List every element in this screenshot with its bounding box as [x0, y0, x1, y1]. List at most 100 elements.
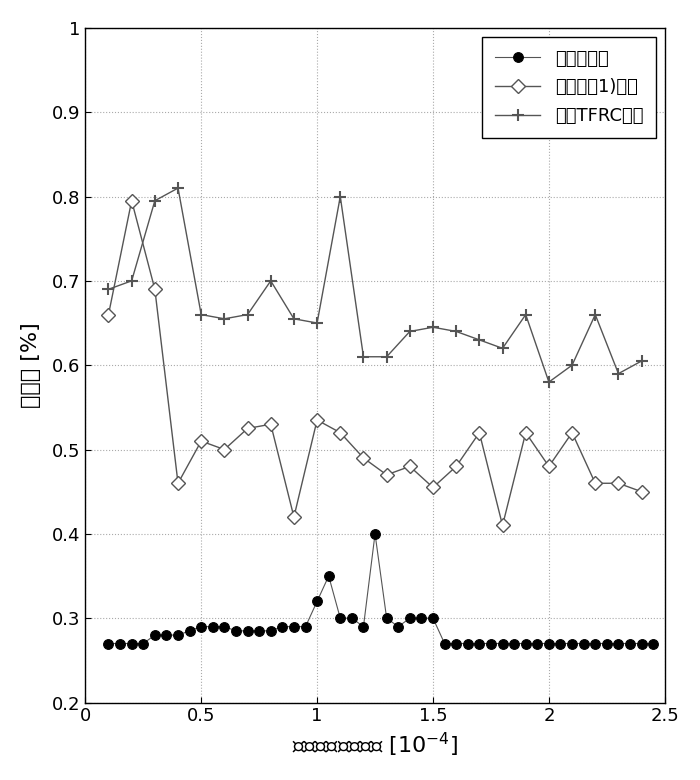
Y-axis label: 丢包率 [%]: 丢包率 [%]: [21, 322, 41, 408]
本发明方法: [452, 639, 461, 648]
Legend: 本发明方法, 现有技术1)方法, 原始TFRC方法: 本发明方法, 现有技术1)方法, 原始TFRC方法: [482, 37, 656, 138]
本发明方法: [150, 630, 159, 640]
本发明方法: [614, 639, 622, 648]
原始TFRC方法: [568, 360, 576, 370]
原始TFRC方法: [405, 327, 414, 336]
本发明方法: [638, 639, 646, 648]
原始TFRC方法: [104, 285, 113, 294]
本发明方法: [591, 639, 599, 648]
原始TFRC方法: [591, 310, 599, 319]
本发明方法: [267, 626, 275, 636]
本发明方法: [278, 622, 286, 631]
原始TFRC方法: [614, 369, 622, 378]
本发明方法: [475, 639, 484, 648]
现有技术1)方法: [244, 424, 252, 433]
现有技术1)方法: [127, 196, 136, 205]
本发明方法: [429, 614, 438, 623]
原始TFRC方法: [197, 310, 205, 319]
现有技术1)方法: [475, 428, 484, 438]
本发明方法: [533, 639, 542, 648]
本发明方法: [568, 639, 576, 648]
现有技术1)方法: [614, 479, 622, 488]
本发明方法: [371, 529, 379, 538]
本发明方法: [116, 639, 125, 648]
原始TFRC方法: [638, 356, 646, 366]
现有技术1)方法: [150, 285, 159, 294]
现有技术1)方法: [313, 415, 321, 424]
原始TFRC方法: [127, 276, 136, 285]
原始TFRC方法: [545, 378, 553, 387]
本发明方法: [405, 614, 414, 623]
现有技术1)方法: [174, 479, 182, 488]
本发明方法: [325, 572, 333, 581]
本发明方法: [382, 614, 391, 623]
现有技术1)方法: [638, 487, 646, 496]
原始TFRC方法: [313, 318, 321, 328]
本发明方法: [486, 639, 495, 648]
本发明方法: [186, 626, 194, 636]
现有技术1)方法: [568, 428, 576, 438]
本发明方法: [626, 639, 634, 648]
本发明方法: [127, 639, 136, 648]
本发明方法: [394, 622, 402, 631]
本发明方法: [440, 639, 449, 648]
现有技术1)方法: [197, 437, 205, 446]
本发明方法: [255, 626, 263, 636]
本发明方法: [522, 639, 530, 648]
原始TFRC方法: [359, 352, 368, 361]
本发明方法: [290, 622, 298, 631]
原始TFRC方法: [244, 310, 252, 319]
现有技术1)方法: [382, 470, 391, 480]
本发明方法: [220, 622, 229, 631]
本发明方法: [232, 626, 240, 636]
原始TFRC方法: [498, 344, 507, 353]
现有技术1)方法: [220, 445, 229, 454]
Line: 本发明方法: 本发明方法: [104, 529, 658, 648]
原始TFRC方法: [220, 314, 229, 324]
Line: 原始TFRC方法: 原始TFRC方法: [102, 182, 648, 388]
现有技术1)方法: [429, 483, 438, 492]
X-axis label: 无线平均误字节率 [10$^{-4}$]: 无线平均误字节率 [10$^{-4}$]: [292, 731, 458, 759]
现有技术1)方法: [498, 521, 507, 530]
本发明方法: [301, 622, 309, 631]
现有技术1)方法: [267, 420, 275, 429]
本发明方法: [336, 614, 344, 623]
本发明方法: [139, 639, 148, 648]
原始TFRC方法: [336, 192, 344, 201]
现有技术1)方法: [545, 462, 553, 471]
本发明方法: [545, 639, 553, 648]
原始TFRC方法: [290, 314, 298, 324]
本发明方法: [209, 622, 217, 631]
现有技术1)方法: [104, 310, 113, 319]
原始TFRC方法: [452, 327, 461, 336]
本发明方法: [498, 639, 507, 648]
现有技术1)方法: [522, 428, 530, 438]
现有技术1)方法: [452, 462, 461, 471]
本发明方法: [556, 639, 565, 648]
本发明方法: [417, 614, 426, 623]
本发明方法: [359, 622, 368, 631]
本发明方法: [104, 639, 113, 648]
本发明方法: [649, 639, 657, 648]
现有技术1)方法: [591, 479, 599, 488]
Line: 现有技术1)方法: 现有技术1)方法: [104, 196, 647, 530]
原始TFRC方法: [150, 196, 159, 205]
本发明方法: [313, 597, 321, 606]
现有技术1)方法: [359, 453, 368, 463]
本发明方法: [603, 639, 611, 648]
本发明方法: [162, 630, 171, 640]
原始TFRC方法: [429, 323, 438, 332]
本发明方法: [244, 626, 252, 636]
原始TFRC方法: [174, 183, 182, 193]
现有技术1)方法: [336, 428, 344, 438]
原始TFRC方法: [267, 276, 275, 285]
本发明方法: [174, 630, 182, 640]
现有技术1)方法: [405, 462, 414, 471]
原始TFRC方法: [382, 352, 391, 361]
原始TFRC方法: [475, 335, 484, 345]
现有技术1)方法: [290, 512, 298, 522]
本发明方法: [463, 639, 472, 648]
本发明方法: [510, 639, 518, 648]
原始TFRC方法: [522, 310, 530, 319]
本发明方法: [580, 639, 588, 648]
